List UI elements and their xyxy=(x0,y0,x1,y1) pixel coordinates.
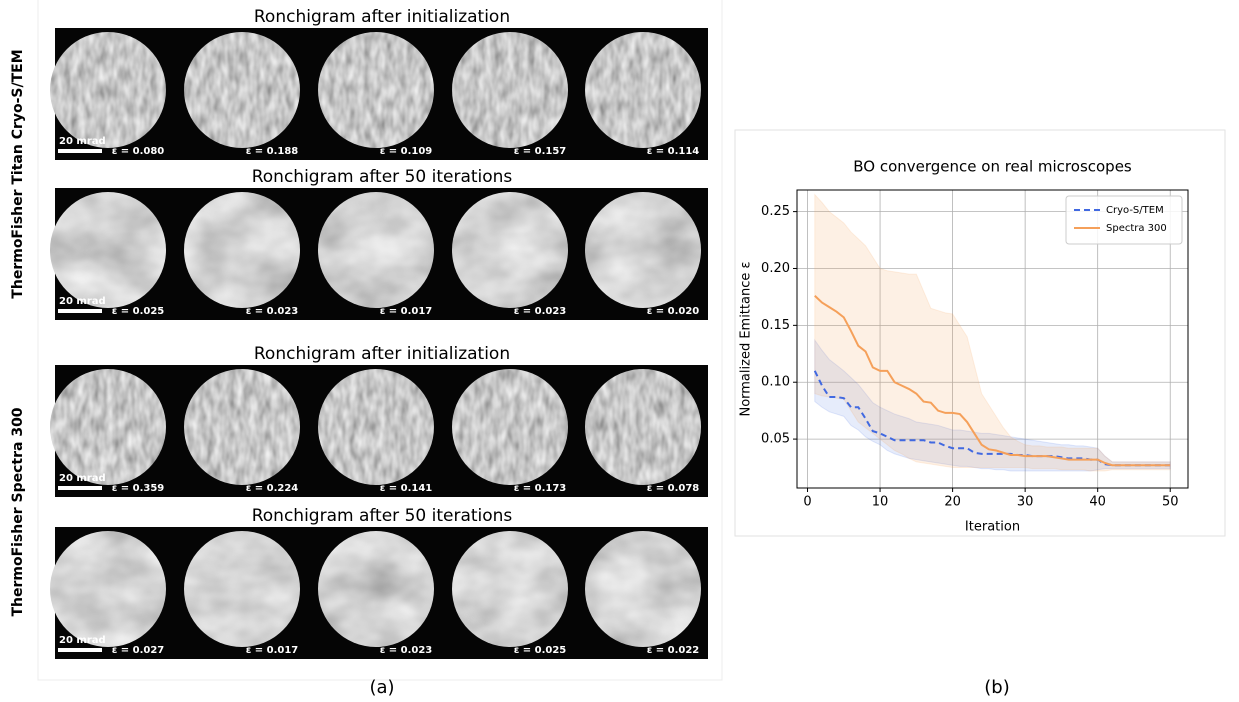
x-tick-label: 10 xyxy=(872,495,889,510)
ronchigram xyxy=(318,32,434,148)
panel-a-frame xyxy=(37,0,723,681)
ronchigram xyxy=(50,531,166,647)
emittance-label: ε = 0.157 xyxy=(514,146,567,157)
ronchigram xyxy=(318,192,434,308)
emittance-label: ε = 0.109 xyxy=(380,146,433,157)
ronchigram xyxy=(318,531,434,647)
emittance-label: ε = 0.080 xyxy=(112,146,165,157)
group-label: ThermoFisher Titan Cryo-S/TEM xyxy=(10,49,26,298)
legend-label: Cryo-S/TEM xyxy=(1106,205,1164,216)
y-tick-label: 0.10 xyxy=(761,375,790,390)
ronchigram xyxy=(184,192,300,308)
legend-label: Spectra 300 xyxy=(1106,223,1167,234)
x-tick-label: 40 xyxy=(1089,495,1106,510)
emittance-label: ε = 0.017 xyxy=(380,306,433,317)
ronchigram xyxy=(318,369,434,485)
chart-title: BO convergence on real microscopes xyxy=(853,158,1132,176)
ronchigram xyxy=(50,369,166,485)
scale-bar xyxy=(58,486,102,490)
ronchigram xyxy=(50,32,166,148)
scale-bar-label: 20 mrad xyxy=(59,296,106,307)
x-tick-label: 0 xyxy=(803,495,811,510)
ronchigram xyxy=(184,531,300,647)
y-axis-label: Normalized Emittance ε xyxy=(739,261,754,416)
scale-bar xyxy=(58,648,102,652)
emittance-label: ε = 0.022 xyxy=(647,645,700,656)
series-line xyxy=(813,370,1171,467)
confidence-band xyxy=(814,193,1171,472)
row-title: Ronchigram after 50 iterations xyxy=(252,167,513,187)
ronchigram xyxy=(452,531,568,647)
emittance-label: ε = 0.188 xyxy=(246,146,299,157)
scale-bar-label: 20 mrad xyxy=(59,136,106,147)
emittance-label: ε = 0.023 xyxy=(246,306,299,317)
emittance-label: ε = 0.114 xyxy=(647,146,700,157)
y-tick-label: 0.20 xyxy=(761,261,790,276)
scale-bar xyxy=(58,309,102,313)
ronchigram xyxy=(452,32,568,148)
ronchigram xyxy=(585,369,701,485)
emittance-label: ε = 0.023 xyxy=(380,645,433,656)
series-line xyxy=(814,295,1171,467)
group-label: ThermoFisher Spectra 300 xyxy=(10,407,26,616)
emittance-label: ε = 0.359 xyxy=(112,483,165,494)
y-tick-label: 0.15 xyxy=(761,318,790,333)
emittance-label: ε = 0.173 xyxy=(514,483,567,494)
ronchigram xyxy=(452,369,568,485)
panel-label: (a) xyxy=(369,677,394,698)
row-title: Ronchigram after initialization xyxy=(254,344,510,364)
ronchigram xyxy=(184,369,300,485)
ronchigram xyxy=(184,32,300,148)
emittance-label: ε = 0.141 xyxy=(380,483,433,494)
y-tick-label: 0.05 xyxy=(761,432,790,447)
x-tick-label: 50 xyxy=(1162,495,1179,510)
emittance-label: ε = 0.224 xyxy=(246,483,299,494)
y-tick-label: 0.25 xyxy=(761,204,790,219)
x-axis-label: Iteration xyxy=(965,520,1020,535)
scale-bar-label: 20 mrad xyxy=(59,635,106,646)
ronchigram xyxy=(585,192,701,308)
ronchigram xyxy=(585,32,701,148)
ronchigram xyxy=(452,192,568,308)
emittance-label: ε = 0.017 xyxy=(246,645,299,656)
ronchigram xyxy=(585,531,701,647)
ronchigram xyxy=(50,192,166,308)
emittance-label: ε = 0.078 xyxy=(647,483,700,494)
scale-bar xyxy=(58,149,102,153)
scale-bar-label: 20 mrad xyxy=(59,473,106,484)
row-title: Ronchigram after initialization xyxy=(254,7,510,27)
emittance-label: ε = 0.025 xyxy=(112,306,165,317)
x-tick-label: 20 xyxy=(944,495,961,510)
emittance-label: ε = 0.025 xyxy=(514,645,567,656)
emittance-label: ε = 0.020 xyxy=(647,306,700,317)
row-title: Ronchigram after 50 iterations xyxy=(252,506,513,526)
legend-box xyxy=(1065,195,1183,245)
plot-frame xyxy=(796,189,1189,489)
confidence-band xyxy=(814,338,1171,472)
emittance-label: ε = 0.023 xyxy=(514,306,567,317)
x-tick-label: 30 xyxy=(1017,495,1034,510)
panel-b-frame xyxy=(734,129,1226,537)
emittance-label: ε = 0.027 xyxy=(112,645,165,656)
panel-label: (b) xyxy=(984,677,1009,698)
